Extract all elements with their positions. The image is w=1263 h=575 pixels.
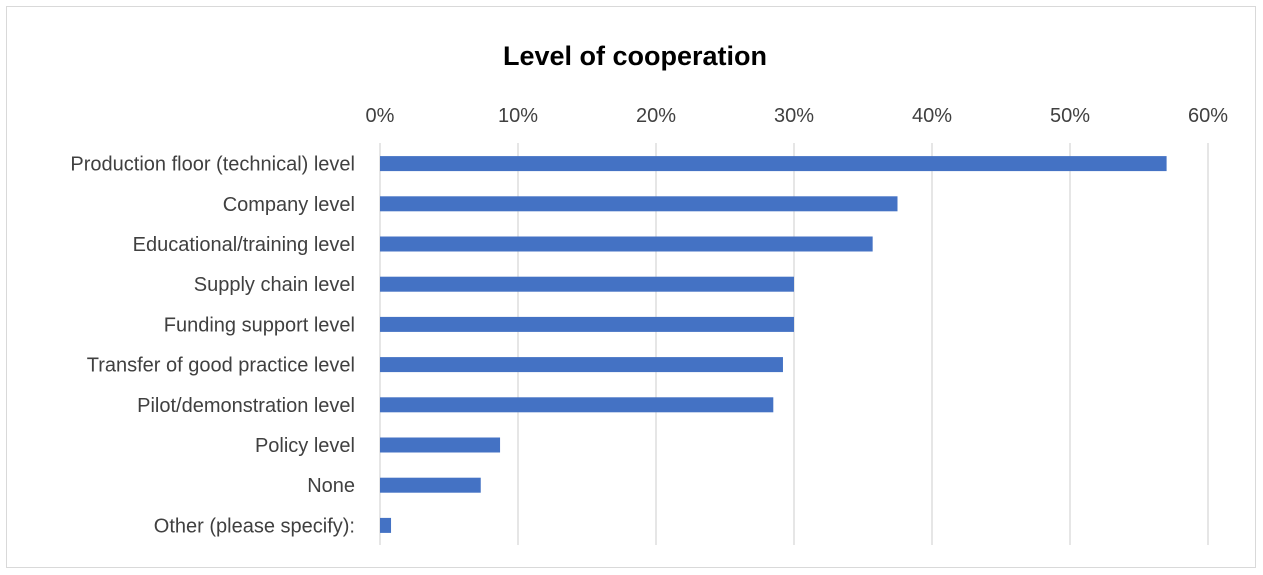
bar — [380, 357, 783, 373]
x-tick-label: 60% — [1188, 105, 1228, 127]
bar — [380, 517, 392, 533]
x-tick-label: 30% — [774, 105, 814, 127]
bar — [380, 397, 774, 413]
x-tick-label: 20% — [636, 105, 676, 127]
category-label: Other (please specify): — [154, 515, 355, 537]
bar — [380, 196, 898, 212]
category-label: Funding support level — [164, 314, 355, 336]
category-label: Production floor (technical) level — [70, 154, 355, 176]
bar — [380, 477, 481, 493]
x-tick-label: 40% — [912, 105, 952, 127]
category-label: Pilot/demonstration level — [137, 395, 355, 417]
category-label: Company level — [223, 194, 355, 216]
x-axis-ticks: 0% 10% 20% 30% 40% 50% 60% — [366, 105, 1229, 127]
x-tick-label: 50% — [1050, 105, 1090, 127]
category-label: Supply chain level — [194, 274, 355, 296]
x-tick-label: 10% — [498, 105, 538, 127]
chart-title: Level of cooperation — [503, 41, 767, 71]
bar — [380, 236, 873, 252]
category-label: Transfer of good practice level — [87, 355, 355, 377]
bars — [380, 156, 1167, 533]
category-label: None — [307, 475, 355, 497]
bar — [380, 156, 1167, 172]
category-label: Policy level — [255, 435, 355, 457]
bar — [380, 437, 501, 453]
category-labels: Production floor (technical) level Compan… — [70, 154, 355, 538]
x-tick-label: 0% — [366, 105, 395, 127]
bar — [380, 276, 794, 292]
category-label: Educational/training level — [133, 234, 355, 256]
bar — [380, 316, 794, 332]
